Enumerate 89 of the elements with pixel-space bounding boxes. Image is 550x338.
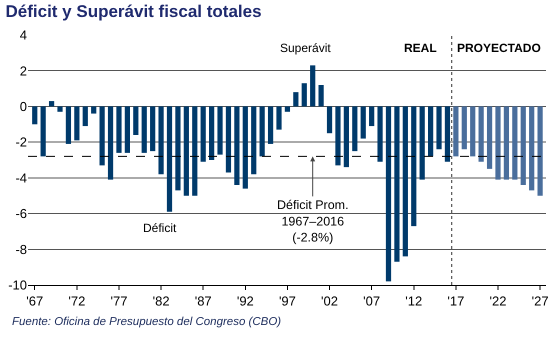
bar xyxy=(57,106,63,112)
y-tick-label: 4 xyxy=(20,28,27,43)
bar xyxy=(91,106,96,114)
bar xyxy=(369,106,374,126)
bar xyxy=(74,106,80,140)
bar xyxy=(504,106,510,180)
x-tick-label: '67 xyxy=(26,294,44,309)
bar xyxy=(133,106,138,135)
y-tick-label: -6 xyxy=(15,206,27,222)
bar xyxy=(394,106,400,262)
x-tick-label: '12 xyxy=(405,294,422,309)
bar xyxy=(512,106,518,180)
chart-title: Déficit y Superávit fiscal totales xyxy=(6,2,262,21)
bar xyxy=(66,106,72,144)
x-tick-label: '87 xyxy=(194,294,212,309)
bar xyxy=(175,106,181,190)
bar xyxy=(453,106,458,156)
y-tick-label: -8 xyxy=(15,242,27,257)
y-tick-label: -4 xyxy=(15,170,27,186)
annotation: REAL xyxy=(404,41,437,55)
bar xyxy=(276,106,282,130)
bar xyxy=(234,106,240,185)
bar xyxy=(158,106,164,174)
bar xyxy=(478,106,484,162)
bar xyxy=(326,106,332,134)
bar xyxy=(150,106,156,152)
bar xyxy=(411,106,416,226)
bar xyxy=(352,106,358,152)
bar xyxy=(192,106,198,196)
bar xyxy=(82,106,88,126)
y-tick-label: 2 xyxy=(20,63,27,78)
x-tick-label: '97 xyxy=(278,294,296,309)
bar xyxy=(420,106,425,180)
bar xyxy=(529,106,534,190)
x-tick-label: '92 xyxy=(236,294,254,309)
bar xyxy=(124,106,130,153)
bar xyxy=(436,106,442,150)
bar xyxy=(242,106,248,189)
x-tick-label: '77 xyxy=(110,294,128,309)
x-tick-label: '07 xyxy=(363,294,380,309)
x-tick-label: '82 xyxy=(152,294,170,309)
x-tick-label: '22 xyxy=(490,294,506,309)
bar xyxy=(428,106,434,156)
bar xyxy=(108,106,114,180)
bar xyxy=(32,106,38,124)
bar xyxy=(268,106,274,144)
bar xyxy=(226,106,232,172)
x-tick-label: '17 xyxy=(447,294,464,309)
y-tick-label: -2 xyxy=(15,134,27,150)
bar xyxy=(470,106,476,156)
bar xyxy=(166,106,172,212)
bar xyxy=(402,106,408,256)
bar xyxy=(184,106,189,196)
bar xyxy=(444,106,450,162)
bar xyxy=(386,106,392,282)
x-tick-label: '72 xyxy=(68,294,86,309)
bar xyxy=(495,106,501,180)
annotation: Déficit Prom. 1967–2016 (-2.8%) xyxy=(277,198,349,244)
bar xyxy=(462,106,467,150)
y-tick-label: 0 xyxy=(20,98,27,114)
bar xyxy=(486,106,492,169)
bar xyxy=(537,106,543,196)
bar xyxy=(142,106,147,153)
source-note: Fuente: Oficina de Presupuesto del Congreso (CBO) xyxy=(12,316,282,328)
bar xyxy=(116,106,122,153)
bar xyxy=(48,101,54,106)
bar xyxy=(40,106,46,156)
bar xyxy=(200,106,206,162)
bar xyxy=(100,106,105,166)
bar xyxy=(302,83,307,106)
bar xyxy=(377,106,383,162)
bar xyxy=(310,65,316,106)
bar xyxy=(360,106,366,139)
bar xyxy=(344,106,349,168)
x-tick-label: '02 xyxy=(321,294,338,309)
annotation: PROYECTADO xyxy=(457,41,541,55)
x-tick-label: '27 xyxy=(532,294,549,309)
bar xyxy=(335,106,341,166)
bar xyxy=(251,106,256,174)
bar xyxy=(260,106,265,156)
y-tick-label: -10 xyxy=(8,278,27,293)
bar xyxy=(520,106,526,185)
bar xyxy=(217,106,223,155)
bar xyxy=(318,85,324,106)
bar xyxy=(209,106,214,160)
annotation: Déficit xyxy=(143,221,178,235)
annotation: Superávit xyxy=(280,41,332,55)
bar xyxy=(284,106,290,112)
bar xyxy=(293,92,298,106)
